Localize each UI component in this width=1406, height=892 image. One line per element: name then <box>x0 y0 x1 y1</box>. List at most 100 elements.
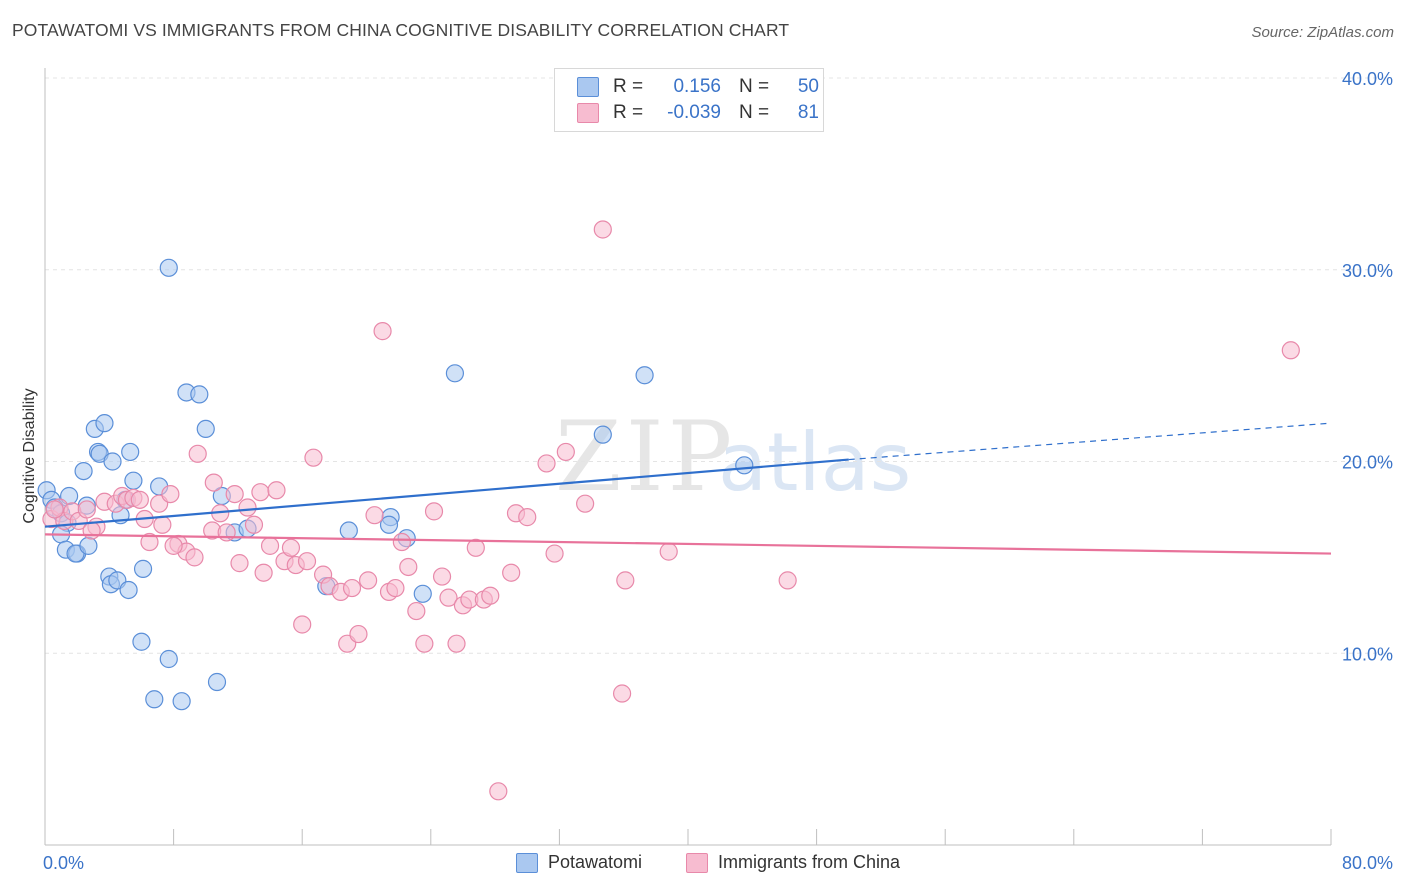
n-value: 81 <box>797 102 819 123</box>
china-swatch <box>577 103 599 123</box>
china-point <box>545 544 564 563</box>
china-point <box>82 521 101 540</box>
r-label: R = <box>613 76 644 97</box>
potawatomi-swatch <box>516 852 538 873</box>
china-trendline <box>44 533 1332 555</box>
china-point <box>593 220 612 239</box>
watermark-zip: ZIP <box>555 401 736 513</box>
n-label: N = <box>739 102 770 123</box>
n-label: N = <box>739 76 770 97</box>
china-point <box>238 498 257 517</box>
china-point <box>164 536 183 555</box>
china-point <box>204 473 223 492</box>
china-point <box>616 571 635 590</box>
r-label: R = <box>613 102 644 123</box>
potawatomi-point <box>190 385 209 404</box>
china-point <box>161 484 180 504</box>
china-point <box>439 588 458 607</box>
china-point <box>556 442 575 462</box>
china-point <box>342 578 362 598</box>
china-point <box>359 571 378 590</box>
china-point <box>415 634 434 653</box>
china-point <box>502 563 521 582</box>
china-point <box>349 624 368 644</box>
source-credit: Source: ZipAtlas.com <box>1251 24 1394 41</box>
china-point <box>45 500 64 519</box>
correlation-legend: R = 0.156 N = 50 R = -0.039 N = 81 <box>554 68 824 132</box>
china-point <box>77 500 96 519</box>
potawatomi-point <box>445 364 465 383</box>
china-point <box>518 508 537 527</box>
potawatomi-point <box>133 559 153 578</box>
china-point <box>489 782 508 801</box>
potawatomi-point <box>159 649 178 669</box>
china-point <box>217 523 236 542</box>
potawatomi-point <box>121 442 140 462</box>
china-point <box>297 552 317 571</box>
china-point <box>293 615 312 634</box>
y-tick-label: 10.0% <box>1342 644 1393 664</box>
china-point <box>399 557 418 577</box>
china-point <box>659 542 678 561</box>
potawatomi-point <box>207 672 227 692</box>
china-point <box>447 634 466 653</box>
potawatomi-point <box>159 258 178 277</box>
china-point <box>304 448 323 467</box>
china-point <box>185 548 204 567</box>
series-legend: Potawatomi Immigrants from China <box>0 852 1406 878</box>
r-value: 0.156 <box>673 76 721 97</box>
china-point <box>481 586 500 605</box>
legend-label: Immigrants from China <box>718 852 901 872</box>
china-point <box>432 567 452 586</box>
china-point <box>386 578 405 598</box>
china-point <box>254 563 273 582</box>
potawatomi-point <box>593 425 612 444</box>
x-tick-label: 80.0% <box>1342 853 1393 873</box>
potawatomi-point <box>413 584 432 603</box>
potawatomi-trendline <box>44 458 849 528</box>
potawatomi-point <box>172 692 191 711</box>
potawatomi-point <box>124 471 143 490</box>
china-point <box>407 601 426 621</box>
china-point <box>466 538 485 557</box>
china-point <box>130 490 149 509</box>
china-point <box>153 515 172 534</box>
potawatomi-point <box>79 536 98 555</box>
n-value: 50 <box>797 76 819 97</box>
china-point <box>225 484 244 504</box>
potawatomi-point <box>379 515 399 534</box>
china-point <box>365 506 384 525</box>
potawatomi-point <box>103 452 122 471</box>
legend-label: Potawatomi <box>548 852 643 872</box>
potawatomi-point <box>74 461 93 481</box>
chart-title: POTAWATOMI VS IMMIGRANTS FROM CHINA COGN… <box>12 20 790 40</box>
china-point <box>1281 341 1300 360</box>
china-point <box>612 684 632 703</box>
china-point <box>260 536 280 555</box>
legend-item-china[interactable]: Immigrants from China <box>686 852 900 873</box>
china-point <box>424 502 444 521</box>
potawatomi-point <box>339 521 358 540</box>
china-point <box>392 532 411 552</box>
china-point <box>188 444 207 463</box>
china-point <box>251 483 270 502</box>
china-point <box>230 554 249 573</box>
potawatomi-point <box>95 414 114 433</box>
potawatomi-point <box>132 632 151 651</box>
potawatomi-point <box>145 690 164 709</box>
y-tick-label: 40.0% <box>1342 69 1393 89</box>
china-point <box>373 322 392 341</box>
china-point <box>281 538 301 557</box>
potawatomi-point <box>635 366 654 385</box>
china-point <box>778 571 797 590</box>
legend-row-china: R = -0.039 N = 81 <box>577 100 819 126</box>
china-point <box>244 515 264 534</box>
legend-item-potawatomi[interactable]: Potawatomi <box>516 852 642 873</box>
potawatomi-point <box>196 419 215 439</box>
china-point <box>140 532 159 552</box>
r-value: -0.039 <box>667 102 721 123</box>
potawatomi-trendline-extension <box>848 422 1332 461</box>
china-point <box>267 481 286 500</box>
potawatomi-point <box>119 580 138 600</box>
